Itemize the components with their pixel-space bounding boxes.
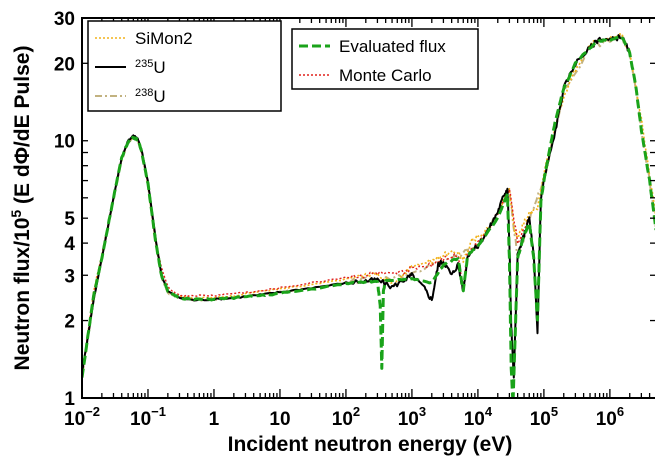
- x-tick-label: 105: [530, 404, 558, 430]
- legend-label: SiMon2: [135, 29, 193, 48]
- y-tick-label: 5: [64, 209, 75, 230]
- legend-right: Evaluated flux Monte Carlo: [291, 28, 479, 90]
- legend-label: 235U: [135, 58, 166, 77]
- x-tick-label: 106: [596, 404, 624, 430]
- x-tick-label: 10−2: [64, 404, 100, 430]
- y-tick-label: 1: [64, 389, 75, 410]
- series-layer: [82, 33, 655, 398]
- tick-layer: 10−2 10−1 1 10 102 103 104 105 106 1 2 3 4 5 10 20 30: [54, 9, 655, 430]
- x-tick-label: 103: [398, 404, 426, 430]
- x-axis-title: Incident neutron energy (eV): [228, 433, 513, 456]
- legend-left: SiMon2 235U 238U: [87, 20, 282, 112]
- y-tick-label: 3: [64, 266, 75, 287]
- y-axis-title: Neutron flux/105 (E dΦ/dE Pulse): [8, 46, 34, 371]
- x-tick-label: 10: [269, 409, 290, 430]
- legend-label: Evaluated flux: [339, 37, 446, 56]
- legend-label: 238U: [135, 87, 166, 106]
- series-line-monte-carlo: [82, 135, 530, 373]
- y-tick-label: 10: [54, 132, 75, 153]
- x-tick-label: 104: [464, 404, 493, 430]
- x-tick-label: 102: [332, 404, 360, 430]
- y-tick-label: 4: [64, 234, 75, 255]
- x-tick-label: 1: [209, 409, 220, 430]
- y-tick-label: 30: [54, 9, 75, 30]
- legend-label: Monte Carlo: [339, 66, 432, 85]
- y-tick-label: 2: [64, 312, 75, 333]
- y-tick-label: 20: [54, 54, 75, 75]
- x-tick-label: 10−1: [130, 404, 166, 430]
- legend-layer: SiMon2 235U 238U Evaluated flux Monte Carlo: [87, 20, 479, 112]
- legend-right-frame: [291, 28, 479, 90]
- plot-frame: [81, 17, 655, 399]
